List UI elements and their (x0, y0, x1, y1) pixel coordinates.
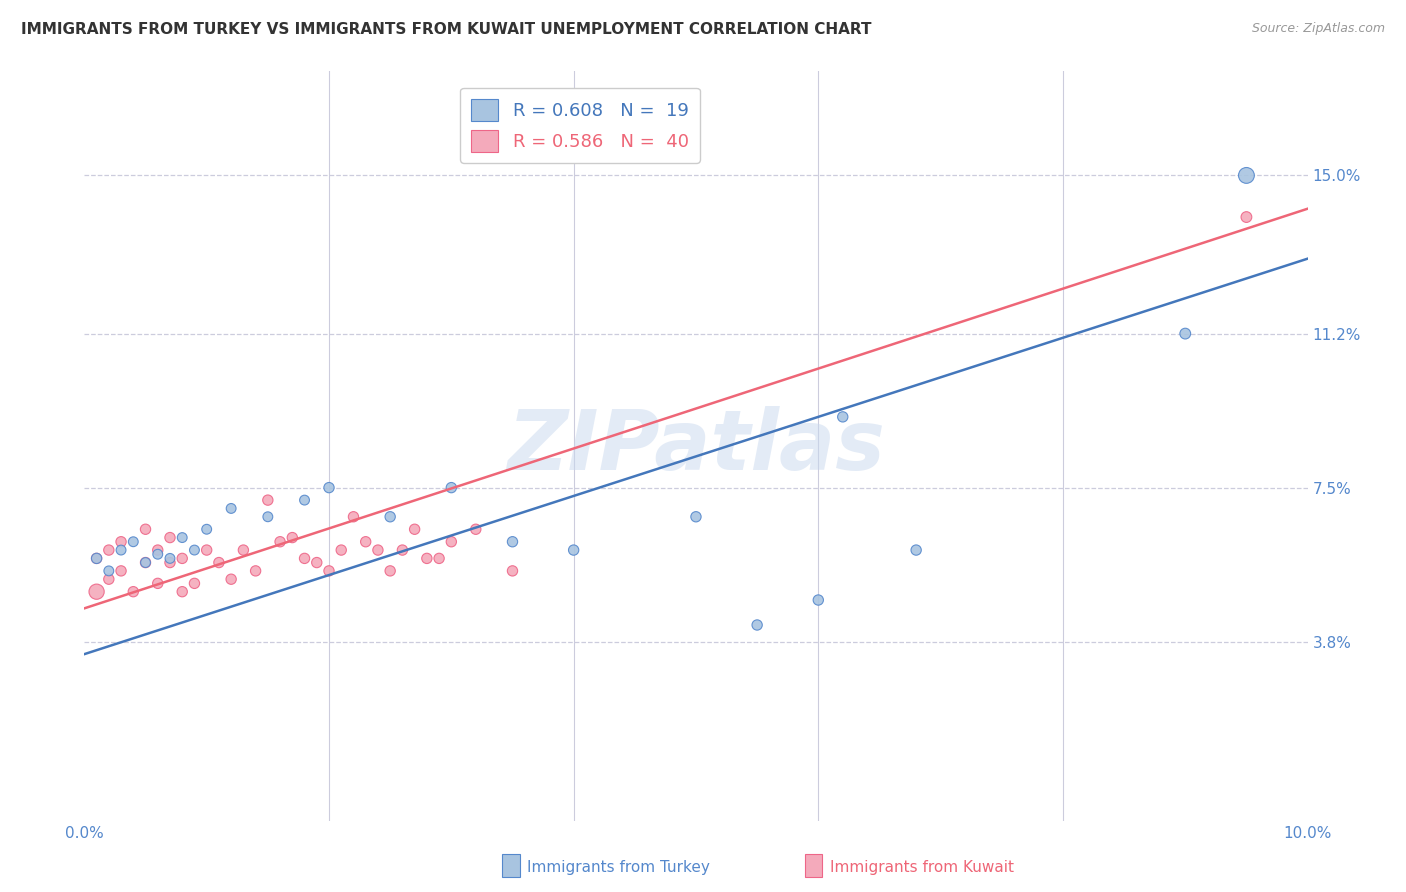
Point (747, 618, 769, 632)
Point (440, 481, 463, 495)
Point (122, 584, 145, 599)
Point (416, 551, 439, 566)
Point (502, 564, 524, 578)
Point (97, 572, 120, 586)
Point (146, 547, 169, 561)
Point (330, 543, 353, 558)
Point (294, 493, 316, 508)
Legend: R = 0.608   N =  19, R = 0.586   N =  40: R = 0.608 N = 19, R = 0.586 N = 40 (460, 88, 700, 162)
Point (831, 409, 853, 424)
Point (269, 534, 291, 549)
Point (1174, 326, 1197, 341)
Point (562, 543, 585, 558)
Point (97, 543, 120, 558)
Point (159, 556, 181, 570)
Point (172, 551, 194, 566)
Text: ZIPatlas: ZIPatlas (508, 406, 884, 486)
Point (807, 593, 830, 607)
Point (1236, 210, 1258, 224)
Point (380, 509, 402, 524)
Point (245, 564, 267, 578)
Point (183, 576, 205, 591)
Point (122, 534, 145, 549)
Point (464, 522, 486, 536)
Point (342, 509, 364, 524)
Point (195, 522, 218, 536)
Point (86, 551, 108, 566)
Point (905, 543, 928, 558)
Point (135, 522, 157, 536)
Point (1236, 169, 1258, 183)
Point (219, 501, 242, 516)
Text: Immigrants from Kuwait: Immigrants from Kuwait (830, 861, 1014, 875)
Point (195, 543, 218, 558)
Point (391, 543, 413, 558)
Point (110, 543, 132, 558)
Point (257, 493, 280, 508)
Point (427, 551, 450, 566)
Point (257, 509, 280, 524)
Point (208, 556, 231, 570)
Point (110, 564, 132, 578)
Point (135, 556, 157, 570)
Point (110, 534, 132, 549)
Point (172, 584, 194, 599)
Point (135, 556, 157, 570)
Point (318, 564, 340, 578)
Point (232, 543, 254, 558)
Text: IMMIGRANTS FROM TURKEY VS IMMIGRANTS FROM KUWAIT UNEMPLOYMENT CORRELATION CHART: IMMIGRANTS FROM TURKEY VS IMMIGRANTS FRO… (21, 22, 872, 37)
Point (318, 481, 340, 495)
Point (380, 564, 402, 578)
Point (404, 522, 426, 536)
Point (183, 543, 205, 558)
Point (440, 534, 463, 549)
Point (281, 531, 304, 545)
Point (219, 572, 242, 586)
Point (354, 534, 377, 549)
Point (146, 543, 169, 558)
Text: Immigrants from Turkey: Immigrants from Turkey (527, 861, 710, 875)
Point (502, 534, 524, 549)
Point (146, 576, 169, 591)
Point (86, 584, 108, 599)
Point (305, 556, 328, 570)
Point (86, 551, 108, 566)
Point (172, 531, 194, 545)
Point (685, 509, 707, 524)
Point (159, 551, 181, 566)
Text: Source: ZipAtlas.com: Source: ZipAtlas.com (1251, 22, 1385, 36)
Point (159, 531, 181, 545)
Point (367, 543, 389, 558)
Point (97, 564, 120, 578)
Point (294, 551, 316, 566)
